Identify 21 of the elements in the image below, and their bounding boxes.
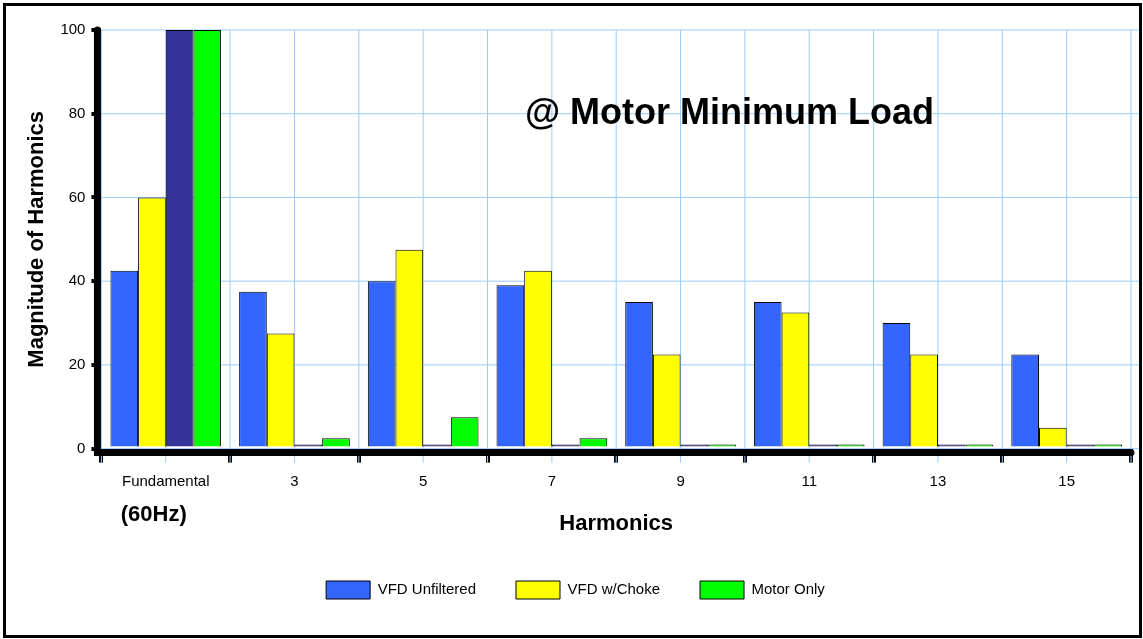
x-tick-label: 13 [929,471,947,489]
y-tick-label: 100 [60,20,86,38]
y-axis-title: Magnitude of Harmonics [23,110,49,368]
y-tick-label: 40 [68,271,86,289]
legend-label: VFD Unfiltered [377,580,476,598]
x-tick-label: 15 [1058,471,1075,489]
text: (60Hz) [120,500,187,527]
legend-label: Motor Only [751,580,826,598]
x-axis-title: Harmonics [559,509,674,535]
x-tick-label: 11 [801,471,818,489]
x-tick-label: 3 [290,471,299,489]
y-tick-label: 80 [68,103,86,121]
y-tick-label: 60 [68,187,86,205]
text: @ Motor Minimum Load [524,90,934,132]
y-tick-label: 20 [68,355,86,373]
x-tick-label: Fundamental [121,471,210,489]
legend-label: VFD w/Choke [567,580,661,598]
x-tick-label: 9 [676,471,685,489]
y-tick-label: 0 [77,438,86,456]
x-tick-label: 5 [419,471,428,489]
x-tick-label: 7 [547,471,557,489]
